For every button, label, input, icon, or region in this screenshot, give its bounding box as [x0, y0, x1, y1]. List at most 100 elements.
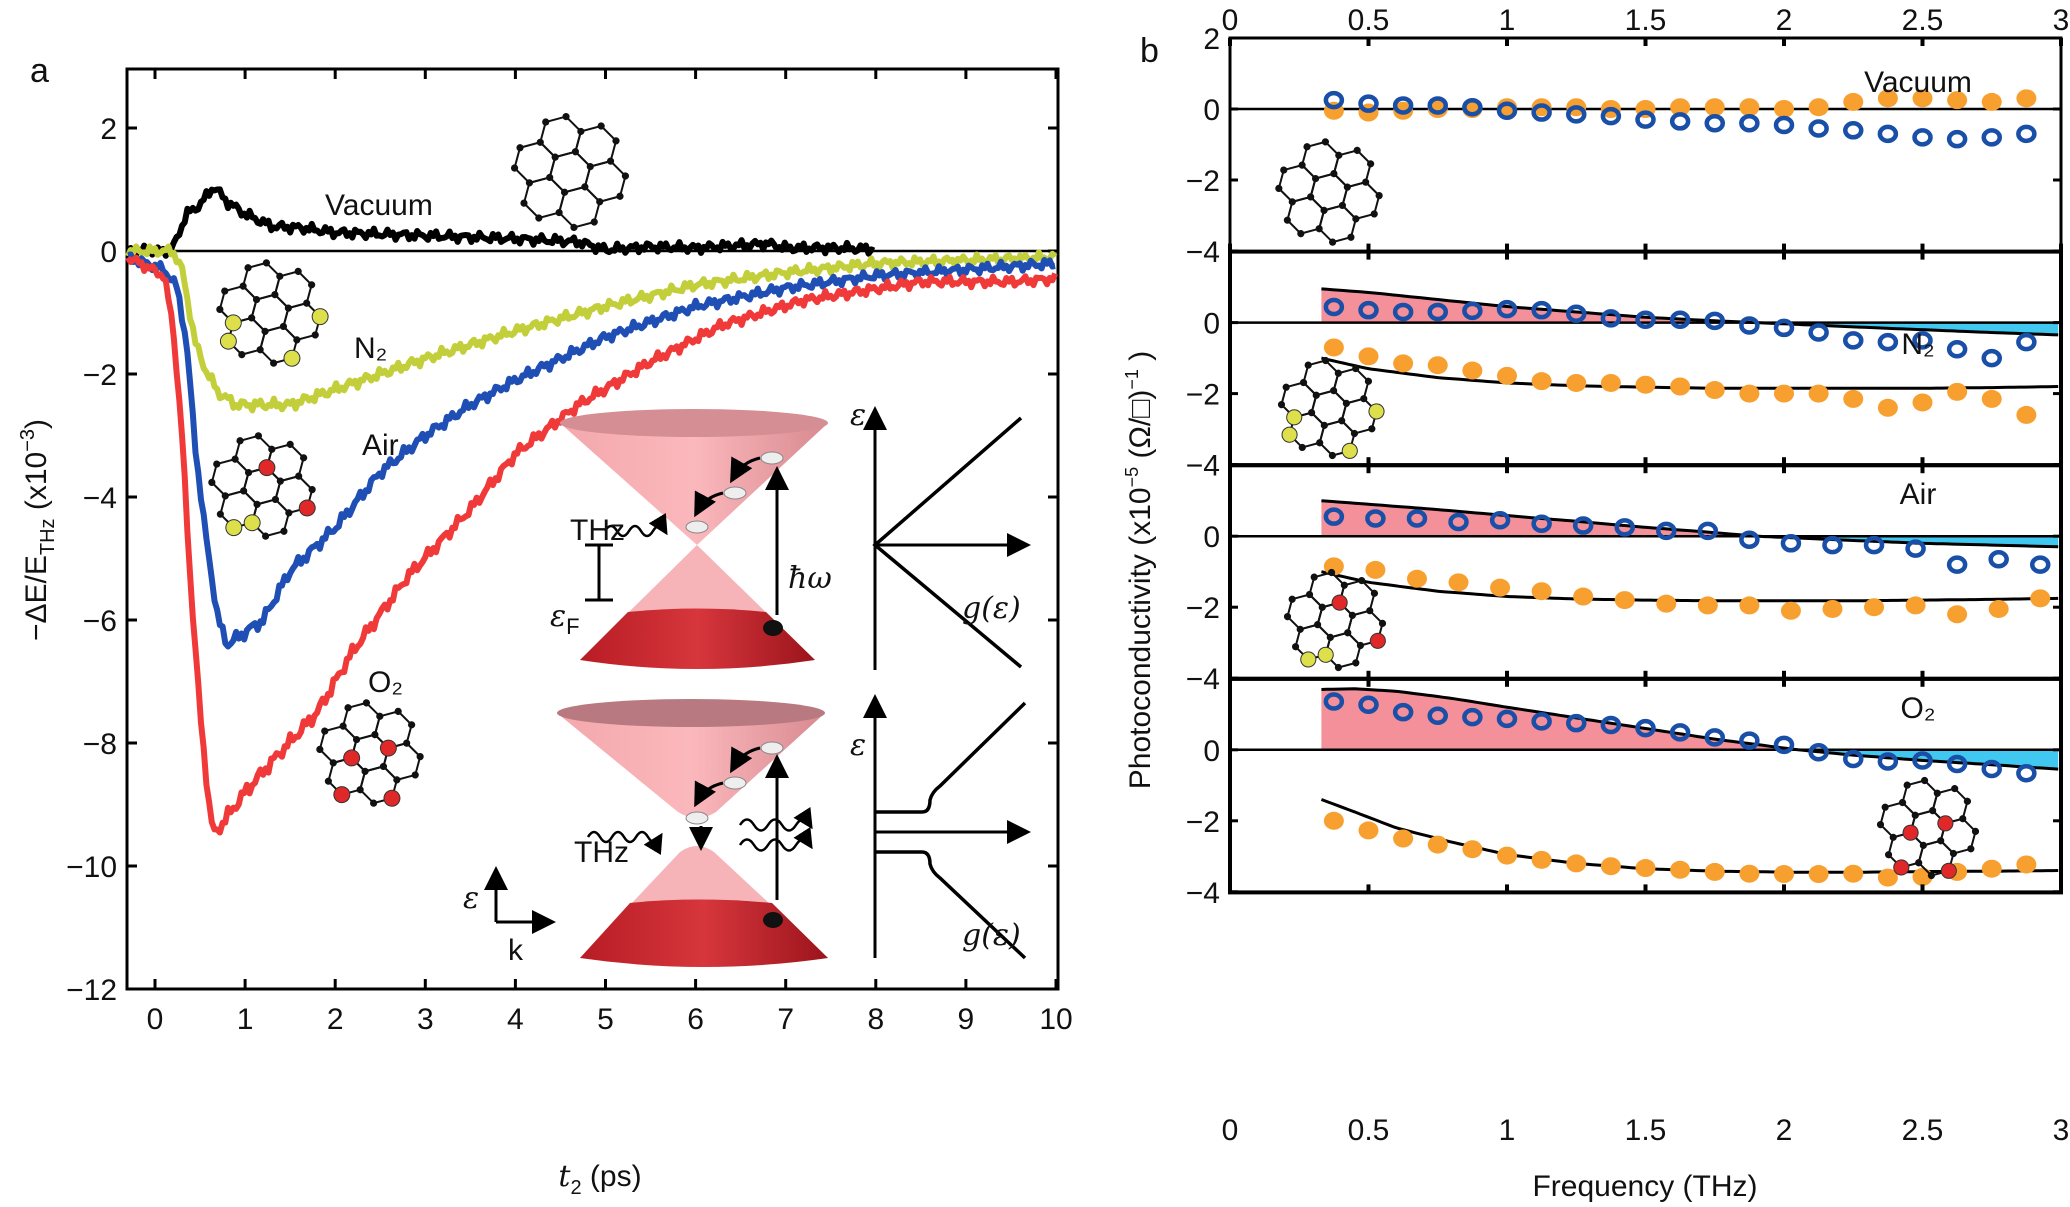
- inset-hbar-omega-label: ħω: [788, 561, 832, 596]
- imag-data-point: [1843, 389, 1864, 408]
- real-data-point: [1614, 518, 1635, 537]
- carbon-atom: [1314, 621, 1322, 629]
- real-data-point: [2016, 124, 2037, 144]
- real-data-point: [1905, 539, 1926, 558]
- x-tick-label-a: 6: [687, 1003, 704, 1036]
- real-data-point: [1427, 706, 1448, 725]
- carbon-atom: [316, 745, 324, 754]
- carbon-atom: [369, 799, 378, 807]
- real-data-point: [1988, 550, 2009, 569]
- dopant-atom: [1300, 651, 1317, 668]
- carbon-atom: [1366, 607, 1374, 615]
- carbon-atom: [1283, 612, 1292, 621]
- electron: [723, 776, 747, 790]
- subpanel-frame: [1228, 463, 2063, 681]
- carbon-atom: [581, 183, 589, 191]
- carbon-atom: [321, 727, 329, 735]
- imag-data-point: [1406, 569, 1427, 588]
- imag-data-point: [1427, 835, 1448, 854]
- graphene-molecule-o2-b: [1876, 776, 1980, 880]
- real-data-point: [1323, 507, 1345, 526]
- real-data-point: [1392, 96, 1414, 115]
- imag-data-point: [1704, 381, 1725, 400]
- dopant-atom: [1902, 824, 1919, 841]
- carbon-atom: [408, 721, 416, 729]
- imag-data-point: [1497, 366, 1517, 385]
- carbon-atom: [356, 786, 364, 794]
- imag-data-point: [1600, 373, 1621, 392]
- imag-data-point: [1462, 361, 1483, 380]
- relaxation-arrow: [694, 780, 724, 808]
- dopant-atom: [1937, 815, 1954, 832]
- carbon-atom: [590, 218, 598, 226]
- series-line-air: [127, 251, 1056, 650]
- carbon-atom: [1920, 776, 1929, 785]
- carbon-atom: [1911, 811, 1919, 819]
- y-axis-label-b: Photoconductivity (x10−5 (Ω/□)−1 ): [1122, 351, 1157, 789]
- real-data-point: [1912, 331, 1933, 350]
- real-data-point: [1808, 119, 1829, 138]
- carbon-atom: [284, 304, 292, 312]
- real-data-point: [1358, 300, 1379, 320]
- panel-label-b: b: [1140, 32, 1159, 70]
- carbon-atom: [261, 532, 270, 540]
- carbon-atom: [1342, 399, 1350, 407]
- carbon-atom: [361, 767, 369, 775]
- imag-data-point: [2016, 855, 2037, 874]
- dos-gapped-upper: [875, 701, 1027, 814]
- imag-data-point: [1808, 865, 1829, 884]
- carbon-atom: [208, 478, 216, 487]
- real-data-point: [1406, 509, 1428, 528]
- carbon-atom: [1876, 820, 1885, 829]
- imag-data-point: [1947, 605, 1968, 624]
- carbon-atom: [555, 208, 563, 217]
- top-x-tick-label-b: 1: [1499, 4, 1516, 37]
- inset-fermi-energy-label: εF: [550, 599, 580, 639]
- carbon-atom: [1298, 443, 1306, 452]
- real-data-point: [1808, 323, 1829, 342]
- carbon-atom: [1320, 206, 1328, 214]
- imag-data-point: [1462, 840, 1483, 859]
- carbon-atom: [1959, 815, 1967, 823]
- carbon-atom: [612, 137, 620, 145]
- x-tick-label-a: 2: [327, 1003, 344, 1036]
- real-data-point: [1566, 713, 1587, 733]
- x-tick-label-a: 9: [958, 1003, 975, 1036]
- real-data-point: [1656, 521, 1677, 541]
- carbon-atom: [1338, 201, 1347, 210]
- real-data-point: [1739, 731, 1760, 750]
- real-data-point: [1863, 535, 1885, 555]
- imag-data-point: [2016, 89, 2037, 108]
- y-tick-label-a: −2: [83, 359, 117, 392]
- dopant-atom: [1341, 442, 1358, 459]
- carbon-atom: [1288, 198, 1296, 206]
- y-tick-label-b: −4: [1186, 236, 1220, 269]
- carbon-atom: [1352, 364, 1360, 373]
- y-tick-label-a: 2: [100, 113, 117, 146]
- imag-data-point: [1448, 573, 1469, 592]
- filled-valence-band: [580, 608, 815, 669]
- real-data-point: [1808, 743, 1829, 762]
- carbon-atom: [362, 699, 371, 707]
- carbon-atom: [1283, 216, 1291, 224]
- imag-data-point: [1947, 382, 1968, 401]
- imag-data-point: [1358, 347, 1379, 366]
- carbon-atom: [1889, 833, 1897, 841]
- y-tick-label-b: −4: [1186, 663, 1220, 696]
- carbon-atom: [1334, 663, 1343, 672]
- x-tick-label-a: 10: [1039, 1003, 1072, 1036]
- carbon-atom: [1321, 138, 1330, 146]
- carbon-atom: [286, 440, 294, 448]
- imag-data-point: [1739, 864, 1760, 883]
- real-data-point: [1496, 101, 1518, 121]
- fermi-energy-bar: [585, 543, 613, 602]
- real-data-point: [1981, 128, 2002, 147]
- x-tick-label-b: 0: [1222, 1114, 1239, 1147]
- real-data-point: [1669, 723, 1691, 742]
- carbon-atom: [1305, 590, 1314, 599]
- carbon-atom: [1344, 629, 1352, 637]
- real-data-point: [1531, 103, 1552, 122]
- real-data-point: [1462, 707, 1483, 727]
- imag-data-point: [1566, 854, 1587, 873]
- carbon-atom: [597, 122, 605, 130]
